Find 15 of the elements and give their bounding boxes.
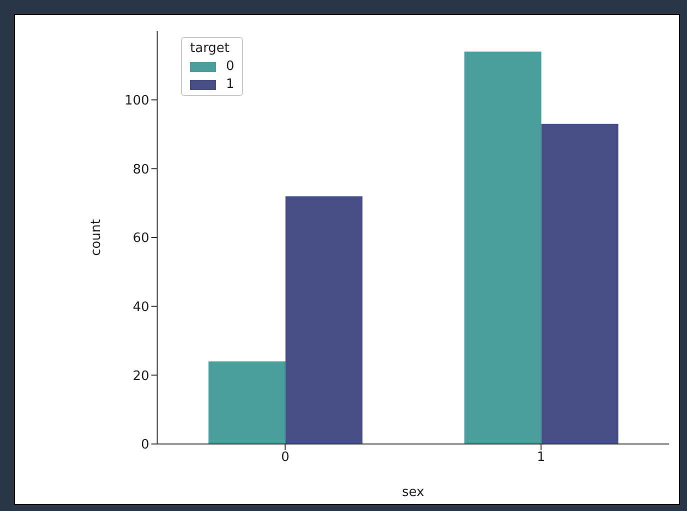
y-tick-label: 80: [132, 162, 150, 178]
legend-label: 0: [226, 59, 234, 74]
bar: [464, 52, 542, 444]
legend-label: 1: [226, 77, 234, 92]
legend-title: target: [190, 41, 231, 56]
y-tick-label: 40: [132, 300, 150, 315]
bar: [285, 196, 362, 444]
y-axis-title: count: [88, 219, 104, 256]
y-tick-label: 20: [132, 368, 150, 384]
x-axis-title: sex: [402, 485, 425, 500]
bar: [541, 124, 618, 444]
y-tick-label: 0: [141, 438, 150, 453]
bar: [208, 361, 286, 444]
y-tick-label: 100: [124, 93, 150, 108]
y-tick-label: 60: [132, 231, 150, 246]
